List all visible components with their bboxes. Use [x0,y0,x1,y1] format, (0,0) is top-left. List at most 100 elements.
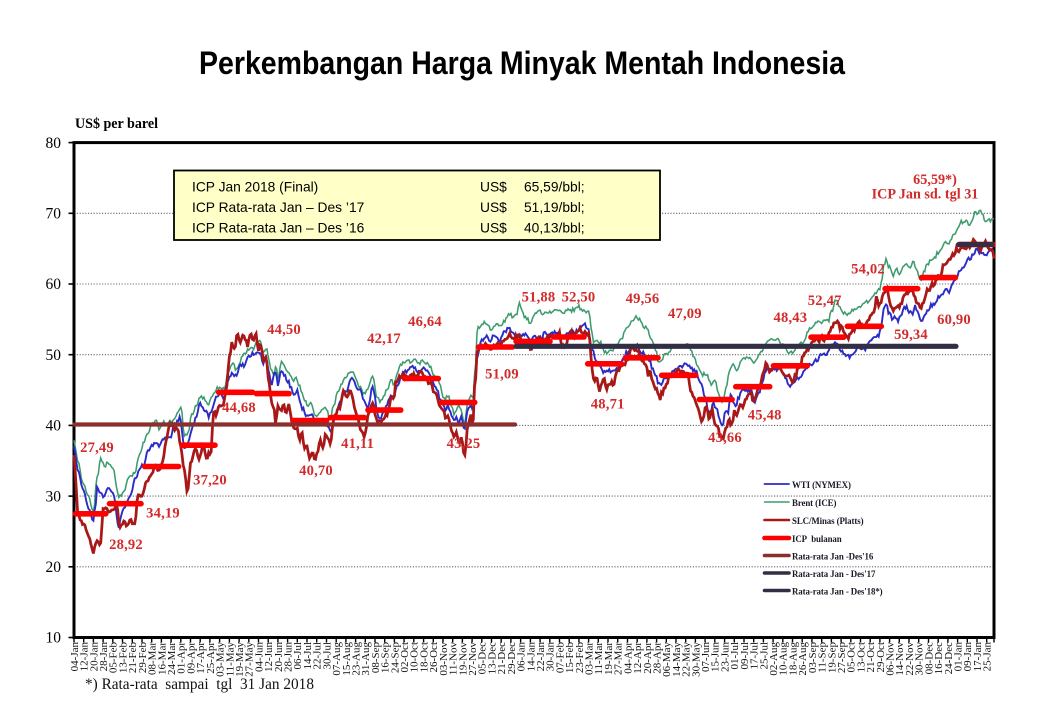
svg-text:05-Feb: 05-Feb [108,642,120,674]
svg-text:23-Aug: 23-Aug [351,642,363,676]
svg-text:08-Mar: 08-Mar [147,642,159,675]
svg-text:27-May: 27-May [244,642,256,677]
svg-text:ICP Rata-rata Jan – Des ’17: ICP Rata-rata Jan – Des ’17 [192,200,364,215]
svg-text:23-Jun: 23-Jun [720,642,732,672]
svg-text:Rata-rata Jan - Des'17: Rata-rata Jan - Des'17 [792,569,876,579]
svg-text:51,09: 51,09 [485,366,519,382]
svg-text:Perkembangan Harga Minyak Ment: Perkembangan Harga Minyak Mentah Indones… [199,45,845,81]
svg-text:48,43: 48,43 [773,310,807,326]
svg-text:40,70: 40,70 [299,463,333,479]
svg-text:16-Dec: 16-Dec [933,642,945,674]
svg-text:40: 40 [46,418,62,435]
svg-text:43,66: 43,66 [708,430,742,446]
svg-text:28-Apr: 28-Apr [652,642,664,674]
svg-text:22-Jul: 22-Jul [312,642,324,670]
svg-text:09-Jul: 09-Jul [739,642,751,670]
svg-text:65,59*): 65,59*) [913,172,957,188]
svg-text:30: 30 [46,488,62,505]
svg-text:52,50: 52,50 [562,289,596,305]
svg-text:54,02: 54,02 [851,261,885,277]
svg-text:60,90: 60,90 [937,312,971,328]
svg-text:44,50: 44,50 [267,322,301,338]
svg-text:27-Mar: 27-Mar [613,642,625,675]
svg-text:24-Dec: 24-Dec [943,642,955,674]
svg-text:02-Oct: 02-Oct [399,642,411,673]
svg-text:65,59/bbl;: 65,59/bbl; [524,179,585,194]
svg-text:30-Jan: 30-Jan [545,642,557,672]
svg-text:60: 60 [46,276,62,293]
svg-text:19-Mar: 19-Mar [603,642,615,675]
svg-text:04-Jun: 04-Jun [253,642,265,672]
svg-text:51,88: 51,88 [522,289,556,305]
svg-text:03-May: 03-May [215,642,227,677]
svg-text:44,68: 44,68 [222,400,256,416]
svg-text:17-Jul: 17-Jul [749,642,761,670]
svg-text:19-Nov: 19-Nov [457,642,469,676]
svg-text:14-Jul: 14-Jul [302,642,314,670]
svg-text:24-Sep: 24-Sep [389,642,401,674]
svg-text:29-Feb: 29-Feb [137,642,149,674]
svg-text:SLC/Minas (Platts): SLC/Minas (Platts) [792,516,864,526]
svg-text:06-Nov: 06-Nov [885,642,897,676]
svg-text:02-Aug: 02-Aug [768,642,780,676]
svg-text:22-May: 22-May [681,642,693,677]
svg-text:20-Apr: 20-Apr [642,642,654,674]
svg-text:28-Jan: 28-Jan [98,642,110,672]
svg-text:17-Jan: 17-Jan [972,642,984,672]
svg-text:24-Mar: 24-Mar [166,642,178,675]
svg-text:47,09: 47,09 [668,306,702,322]
svg-text:37,20: 37,20 [193,473,227,489]
svg-text:09-Jan: 09-Jan [962,642,974,672]
svg-text:48,71: 48,71 [591,397,625,413]
svg-text:26-Oct: 26-Oct [428,642,440,673]
svg-text:30-Jul: 30-Jul [321,642,333,670]
svg-text:22-Nov: 22-Nov [904,642,916,676]
svg-text:10: 10 [46,630,62,647]
svg-text:46,64: 46,64 [408,314,442,330]
svg-text:16-Mar: 16-Mar [156,642,168,675]
svg-text:Rata-rata Jan - Des'18*): Rata-rata Jan - Des'18*) [792,586,883,596]
svg-text:29-Oct: 29-Oct [875,642,887,673]
svg-text:ICP Jan 2018 (Final): ICP Jan 2018 (Final) [192,179,318,194]
svg-text:29-Dec: 29-Dec [506,642,518,674]
svg-text:31-Aug: 31-Aug [360,642,372,676]
svg-text:08-Dec: 08-Dec [923,642,935,674]
svg-text:03-Nov: 03-Nov [438,642,450,676]
svg-text:19-May: 19-May [234,642,246,677]
svg-text:45,48: 45,48 [748,407,782,423]
svg-text:11-May: 11-May [224,642,236,677]
svg-text:US$: US$ [480,179,507,194]
svg-text:40,13/bbl;: 40,13/bbl; [524,221,585,236]
svg-text:12-Jan: 12-Jan [79,642,91,672]
svg-text:05-Dec: 05-Dec [477,642,489,674]
svg-text:15-Jun: 15-Jun [710,642,722,672]
svg-text:26-Aug: 26-Aug [797,642,809,676]
svg-text:25-Jan: 25-Jan [982,642,994,672]
svg-text:07-Jun: 07-Jun [700,642,712,672]
svg-text:30-Nov: 30-Nov [914,642,926,676]
svg-text:14-Jan: 14-Jan [525,642,537,672]
svg-text:Rata-rata Jan -Des'16: Rata-rata Jan -Des'16 [792,551,874,561]
svg-text:US$: US$ [480,221,507,236]
svg-text:52,47: 52,47 [808,293,842,309]
svg-text:08-Sep: 08-Sep [370,642,382,674]
svg-text:01-Jan: 01-Jan [953,642,965,672]
svg-text:04-Apr: 04-Apr [622,642,634,674]
svg-text:12-Apr: 12-Apr [632,642,644,674]
svg-text:18-Aug: 18-Aug [787,642,799,676]
svg-text:15-Aug: 15-Aug [341,642,353,676]
svg-text:10-Aug: 10-Aug [778,642,790,676]
svg-text:ICP Rata-rata Jan – Des ’16: ICP Rata-rata Jan – Des ’16 [192,221,365,236]
svg-text:WTI (NYMEX): WTI (NYMEX) [792,480,851,490]
svg-text:23-Feb: 23-Feb [574,642,586,674]
svg-text:50: 50 [46,347,62,364]
svg-text:03-Sep: 03-Sep [807,642,819,674]
svg-text:16-Sep: 16-Sep [380,642,392,674]
svg-text:19-Sep: 19-Sep [826,642,838,674]
svg-text:70: 70 [46,206,62,223]
svg-text:07-Aug: 07-Aug [331,642,343,676]
svg-text:US$: US$ [480,200,507,215]
svg-text:01-Jul: 01-Jul [729,642,741,670]
svg-text:06-Jan: 06-Jan [516,642,528,672]
svg-text:22-Jan: 22-Jan [535,642,547,672]
